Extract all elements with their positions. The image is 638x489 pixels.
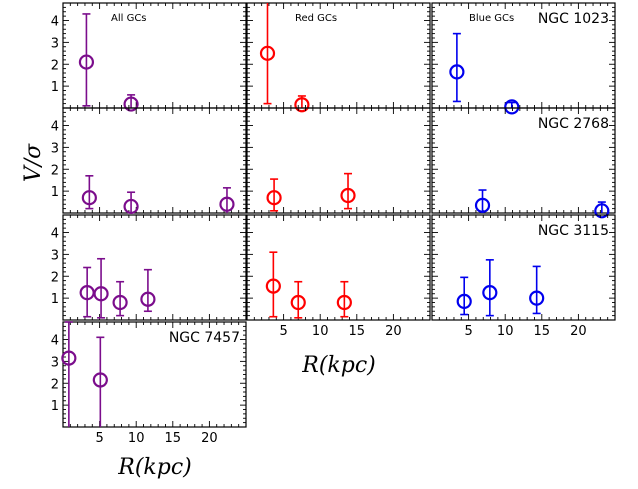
data-point	[504, 99, 520, 115]
x-tick-label: 15	[349, 324, 366, 339]
x-tick-label: 15	[165, 431, 182, 446]
x-tick-label: 10	[128, 431, 145, 446]
data-point	[594, 203, 610, 219]
y-tick-label: 1	[51, 185, 59, 200]
y-tick-label: 3	[51, 248, 59, 263]
data-point	[265, 278, 281, 294]
y-tick-label: 4	[51, 334, 59, 349]
x-axis-label-col2: R(kpc)	[301, 353, 375, 378]
y-tick-label: 3	[51, 355, 59, 370]
y-axis-label: V/σ	[21, 143, 46, 182]
x-axis-label-col1: R(kpc)	[117, 455, 191, 480]
data-point	[529, 290, 545, 306]
data-point	[266, 190, 282, 206]
panel-frame	[62, 2, 247, 109]
data-point	[474, 197, 491, 213]
data-point	[219, 196, 235, 212]
data-point	[340, 187, 356, 204]
panel-ngc1023-red: Red GCs	[246, 2, 431, 113]
x-tick-label: 5	[464, 324, 472, 339]
data-point	[92, 372, 108, 388]
galaxy-label: NGC 1023	[538, 11, 609, 27]
panel-ngc2768-blue: NGC 2768	[431, 107, 616, 219]
x-tick-label: 5	[279, 324, 287, 339]
y-tick-label: 3	[51, 36, 59, 51]
data-point	[81, 190, 97, 206]
panel-ngc1023-blue: Blue GCs NGC 1023	[431, 2, 616, 115]
y-tick-label: 2	[51, 58, 59, 73]
data-point	[140, 291, 156, 307]
panel-ngc1023-all: 1 2 3 4 All GCs	[51, 2, 247, 112]
galaxy-label: NGC 3115	[538, 223, 609, 239]
y-tick-label: 4	[51, 227, 59, 242]
y-tick-label: 1	[51, 399, 59, 414]
x-tick-label: 20	[570, 324, 587, 339]
panel-ngc3115-all: 1 2 3 4	[51, 214, 247, 321]
panel-ngc3115-red: 5 10 15 20	[246, 214, 431, 339]
y-tick-label: 1	[51, 80, 59, 95]
data-point	[336, 294, 352, 311]
data-point	[123, 96, 139, 112]
y-tick-label: 1	[51, 292, 59, 307]
x-tick-label: 10	[497, 324, 514, 339]
data-point	[294, 97, 310, 113]
galaxy-label: NGC 7457	[169, 330, 240, 346]
data-point	[112, 294, 128, 311]
y-tick-label: 4	[51, 15, 59, 30]
y-tick-label: 2	[51, 163, 59, 178]
data-point	[259, 45, 276, 61]
data-point	[482, 285, 498, 301]
data-point	[93, 286, 109, 302]
data-point	[61, 350, 77, 366]
x-tick-label: 20	[201, 431, 218, 446]
x-tick-label: 5	[95, 431, 103, 446]
panel-frame	[62, 107, 247, 214]
galaxy-label: NGC 2768	[538, 116, 609, 132]
panel-ngc2768-red	[246, 107, 431, 214]
data-point	[456, 293, 472, 310]
data-point	[78, 54, 95, 70]
panel-subset-label: All GCs	[111, 13, 147, 24]
panel-subset-label: Blue GCs	[469, 13, 514, 24]
x-tick-label: 20	[385, 324, 402, 339]
panel-ngc7457-all: 1 2 3 4 5 10 15 20 NGC 7457	[51, 321, 247, 446]
panel-subset-label: Red GCs	[295, 13, 337, 24]
data-point	[449, 64, 465, 80]
panels: 1 2 3 4 All GCs Red GCs Blue GCs NGC 1023 1 2 3 4 NG…	[51, 2, 616, 446]
x-tick-label: 10	[312, 324, 329, 339]
data-point	[123, 198, 139, 215]
y-tick-label: 4	[51, 120, 59, 135]
panel-ngc2768-all: 1 2 3 4	[51, 107, 247, 215]
x-tick-label: 15	[534, 324, 551, 339]
panel-ngc3115-blue: 5 10 15 20 NGC 3115	[431, 214, 616, 339]
y-tick-label: 2	[51, 377, 59, 392]
y-tick-label: 3	[51, 141, 59, 156]
y-tick-label: 2	[51, 270, 59, 285]
data-point	[290, 294, 306, 311]
